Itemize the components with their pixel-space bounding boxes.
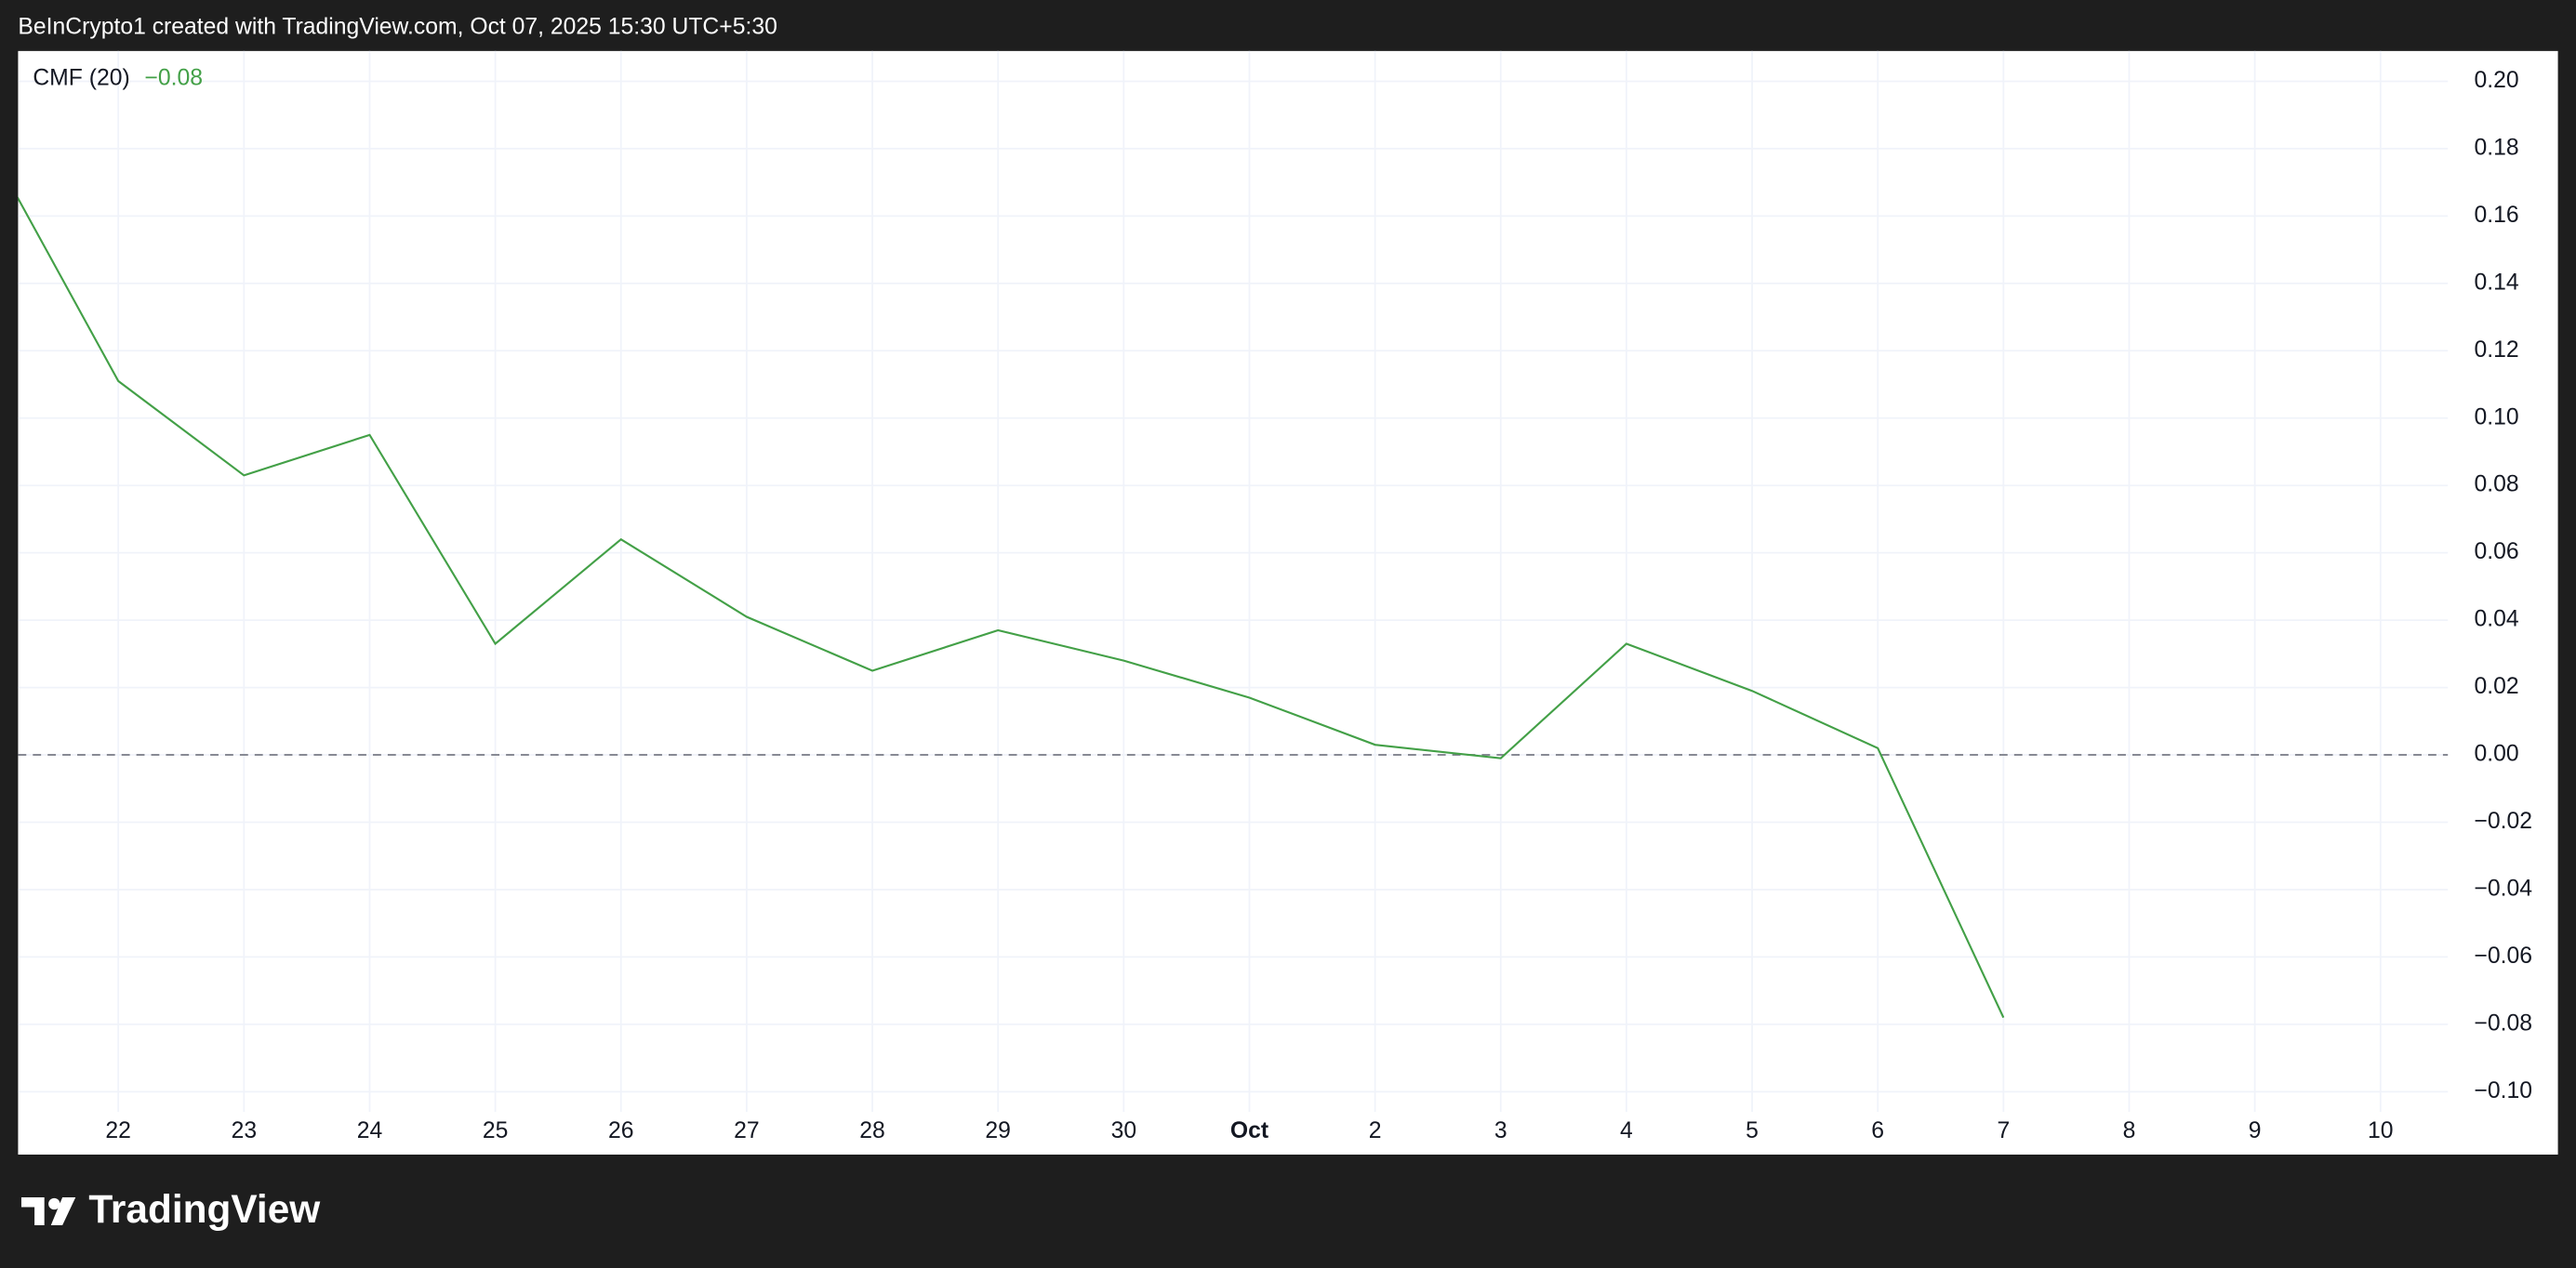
x-tick-label: 10	[2368, 1118, 2394, 1143]
x-tick-label: 25	[483, 1118, 508, 1143]
x-tick-label: Oct	[1230, 1118, 1268, 1143]
x-tick-label: 3	[1494, 1118, 1507, 1143]
y-tick-label: −0.10	[2474, 1078, 2532, 1103]
logo-mark	[20, 1196, 76, 1225]
logo-dot	[48, 1197, 60, 1210]
x-tick-label: 8	[2123, 1118, 2136, 1143]
y-tick-label: 0.00	[2474, 742, 2518, 767]
y-tick-label: 0.14	[2474, 270, 2518, 295]
x-tick-label: 7	[1997, 1118, 2010, 1143]
x-tick-label: 6	[1871, 1118, 1884, 1143]
y-tick-label: 0.18	[2474, 135, 2518, 160]
y-tick-label: 0.08	[2474, 472, 2518, 497]
grid	[18, 50, 2449, 1113]
x-tick-label: 29	[985, 1118, 1011, 1143]
x-tick-label: 22	[105, 1118, 131, 1143]
logo: TradingView	[20, 1187, 321, 1231]
y-tick-label: 0.06	[2474, 539, 2518, 564]
y-tick-label: −0.06	[2474, 944, 2532, 969]
x-tick-label: 9	[2249, 1118, 2262, 1143]
logo-text: TradingView	[88, 1187, 321, 1231]
x-tick-label: 26	[608, 1118, 633, 1143]
x-tick-label: 24	[357, 1118, 383, 1143]
x-tick-label: 23	[232, 1118, 258, 1143]
y-tick-label: −0.08	[2474, 1010, 2532, 1036]
x-tick-label: 28	[859, 1118, 884, 1143]
y-tick-label: 0.04	[2474, 607, 2518, 632]
y-tick-label: 0.12	[2474, 337, 2518, 363]
x-tick-label: 2	[1369, 1118, 1382, 1143]
x-tick-label: 27	[734, 1118, 759, 1143]
y-tick-label: 0.10	[2474, 404, 2518, 429]
y-tick-label: −0.04	[2474, 876, 2532, 901]
x-tick-label: 30	[1111, 1118, 1136, 1143]
cmf-line	[18, 196, 2005, 1019]
y-tick-label: 0.20	[2474, 68, 2518, 93]
chart-panel	[18, 50, 2558, 1156]
indicator-name: CMF (20)	[33, 65, 129, 90]
x-tick-label: 5	[1746, 1118, 1759, 1143]
indicator-value: −0.08	[144, 65, 203, 90]
x-tick-label: 4	[1620, 1118, 1633, 1143]
y-tick-label: 0.16	[2474, 203, 2518, 228]
header-text: BeInCrypto1 created with TradingView.com…	[18, 15, 777, 40]
plot-area	[18, 196, 2005, 1019]
labels: −0.10 −0.08 −0.06 −0.04 −0.02 0.00 0.02 0.04 0.0…	[105, 68, 2532, 1143]
y-tick-label: 0.02	[2474, 674, 2518, 699]
y-tick-label: −0.02	[2474, 809, 2532, 834]
